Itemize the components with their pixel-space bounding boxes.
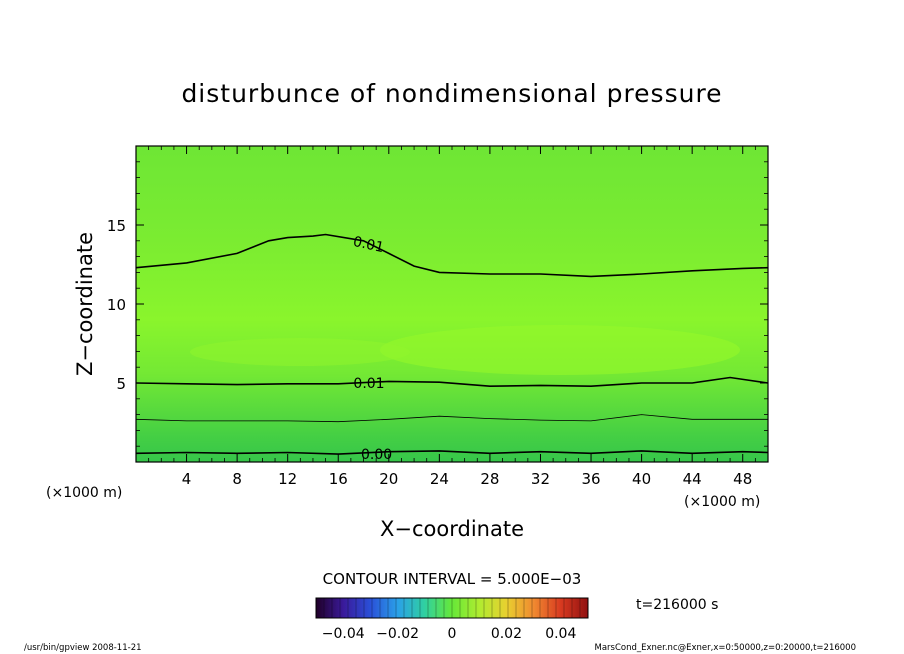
y-axis-ticks: 5 10 15	[107, 161, 768, 447]
colorbar-tick-label-0: −0.04	[322, 626, 365, 642]
chart-title: disturbunce of nondimensional pressure	[181, 79, 722, 108]
colorbar-ticks: −0.04 −0.02 0 0.02 0.04	[322, 626, 577, 642]
contour-label-2: 0.01	[353, 376, 384, 392]
x-axis-ticks: 4 8 12 16 20 24 28 32 36 40 44 48	[148, 146, 756, 488]
contour-interval: CONTOUR INTERVAL = 5.000E−03	[323, 570, 582, 588]
footer-left: /usr/bin/gpview 2008-11-21	[24, 643, 142, 653]
colorbar-tick-label-4: 0.04	[545, 626, 576, 642]
x-tick-label-28: 28	[480, 470, 499, 488]
colorbar-stripes	[323, 598, 581, 618]
x-tick-label-16: 16	[329, 470, 348, 488]
plot-area	[136, 146, 768, 462]
colorbar-tick-label-2: 0	[448, 626, 457, 642]
x-unit-right: (×1000 m)	[684, 494, 760, 510]
x-unit-left: (×1000 m)	[46, 485, 122, 501]
x-tick-label-4: 4	[182, 470, 192, 488]
contour-line-1	[135, 414, 768, 423]
x-axis-label: X−coordinate	[380, 517, 524, 541]
x-tick-label-32: 32	[531, 470, 550, 488]
x-tick-label-40: 40	[632, 470, 651, 488]
x-tick-label-24: 24	[430, 470, 449, 488]
field-highlight	[380, 325, 740, 375]
y-tick-label-10: 10	[107, 296, 126, 314]
contour-line-2	[135, 376, 769, 388]
colorbar-tick-label-3: 0.02	[491, 626, 522, 642]
x-tick-label-48: 48	[733, 470, 752, 488]
x-tick-label-44: 44	[683, 470, 702, 488]
x-tick-label-20: 20	[379, 470, 398, 488]
y-axis-label: Z−coordinate	[73, 232, 97, 376]
y-tick-label-15: 15	[107, 217, 126, 235]
contour-label-3: 0.01	[352, 234, 386, 256]
contour-label-0: 0.00	[361, 447, 392, 463]
pressure-field	[136, 146, 768, 462]
x-tick-label-12: 12	[278, 470, 297, 488]
colorbar-tick-label-1: −0.02	[376, 626, 419, 642]
contour-line-0	[135, 450, 769, 455]
field-highlight	[190, 338, 410, 366]
colorbar	[315, 597, 589, 619]
contour-line-3	[135, 233, 769, 278]
y-tick-label-5: 5	[116, 375, 126, 393]
footer-right: MarsCond_Exner.nc@Exner,x=0:50000,z=0:20…	[594, 643, 856, 653]
x-tick-label-8: 8	[232, 470, 242, 488]
contour-labels: 0.00 0.01 0.01	[352, 234, 393, 463]
x-tick-label-36: 36	[581, 470, 600, 488]
time-label: t=216000 s	[636, 597, 718, 613]
contour-lines	[135, 233, 769, 455]
